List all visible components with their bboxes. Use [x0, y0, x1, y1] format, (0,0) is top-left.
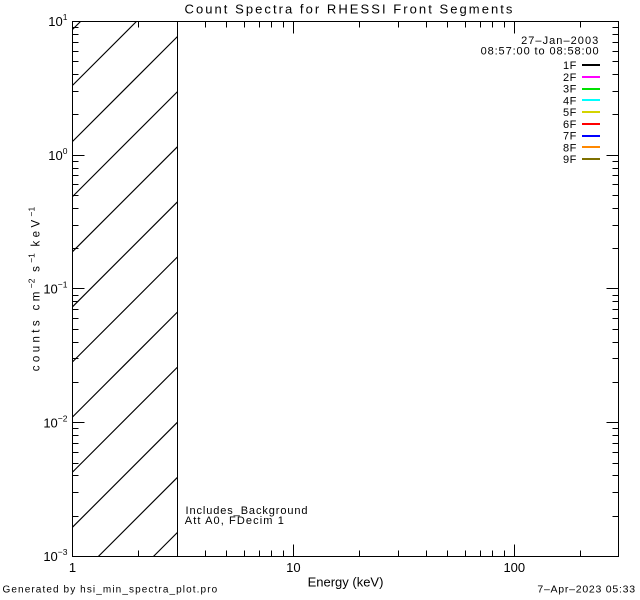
svg-text:3F: 3F [563, 84, 577, 96]
svg-text:101: 101 [48, 12, 67, 29]
svg-text:Energy (keV): Energy (keV) [308, 575, 384, 590]
svg-text:9F: 9F [563, 154, 577, 166]
svg-text:5F: 5F [563, 107, 577, 119]
svg-text:10−2: 10−2 [43, 413, 67, 430]
svg-text:10−3: 10−3 [43, 547, 67, 564]
svg-text:1: 1 [69, 560, 76, 575]
svg-text:Generated by hsi_min_spectra_p: Generated by hsi_min_spectra_plot.pro [3, 584, 219, 595]
svg-text:Includes_Background: Includes_Background [186, 505, 309, 517]
svg-text:100: 100 [503, 560, 525, 575]
svg-text:10−1: 10−1 [43, 280, 67, 297]
svg-text:100: 100 [48, 146, 67, 163]
svg-text:10: 10 [286, 560, 300, 575]
svg-text:8F: 8F [563, 142, 577, 154]
svg-text:counts cm−2 s−1 keV−1: counts cm−2 s−1 keV−1 [27, 206, 43, 371]
svg-text:4F: 4F [563, 95, 577, 107]
svg-text:2F: 2F [563, 72, 577, 84]
svg-text:08:57:00 to 08:58:00: 08:57:00 to 08:58:00 [481, 45, 600, 57]
svg-text:Att A0, FDecim 1: Att A0, FDecim 1 [185, 515, 285, 527]
svg-text:1F: 1F [563, 60, 577, 72]
svg-text:7–Apr–2023 05:33: 7–Apr–2023 05:33 [537, 584, 635, 596]
svg-text:7F: 7F [563, 131, 577, 143]
svg-text:6F: 6F [563, 119, 577, 131]
svg-text:Count Spectra for RHESSI Front: Count Spectra for RHESSI Front Segments [185, 1, 515, 16]
svg-text:27–Jan–2003: 27–Jan–2003 [521, 35, 599, 47]
